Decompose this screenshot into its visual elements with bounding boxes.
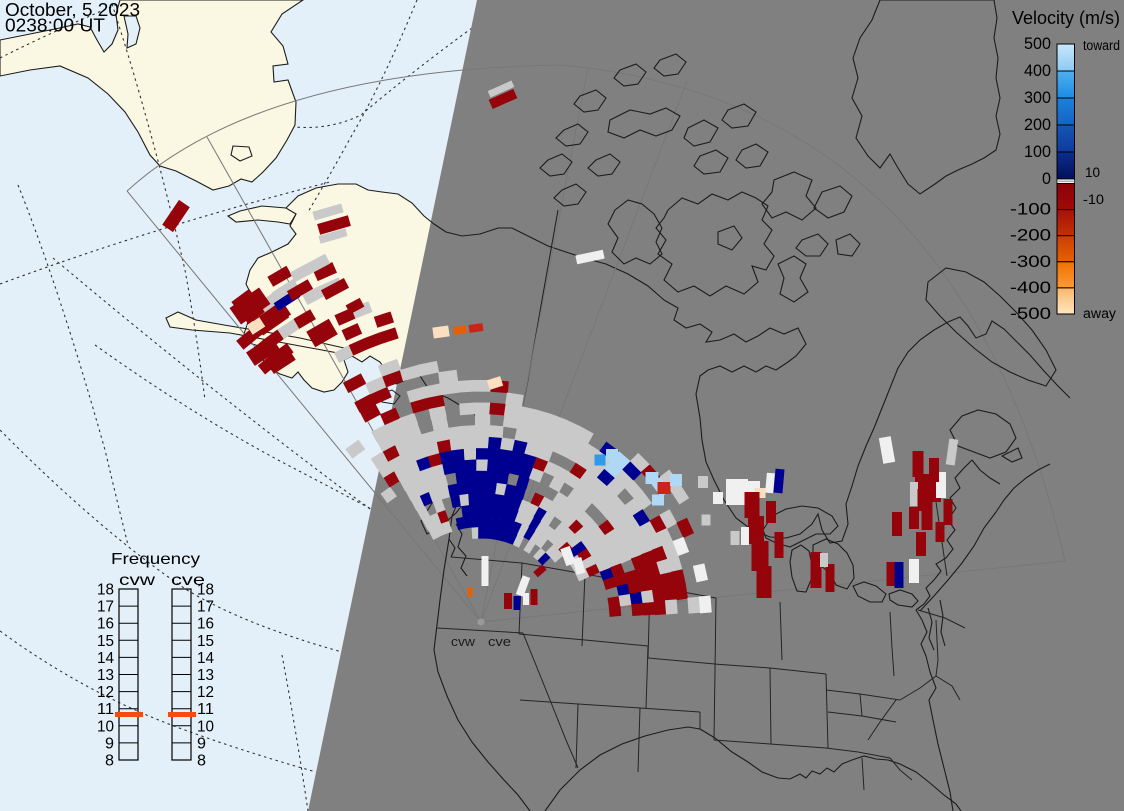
svg-text:-100: -100: [1010, 200, 1051, 219]
svg-text:cve: cve: [171, 572, 205, 589]
svg-text:10: 10: [97, 718, 114, 735]
svg-text:0238:00 UT: 0238:00 UT: [5, 16, 105, 36]
svg-text:8: 8: [105, 753, 114, 770]
svg-text:-500: -500: [1010, 304, 1051, 323]
svg-text:toward: toward: [1083, 38, 1120, 53]
svg-text:16: 16: [197, 616, 214, 633]
svg-text:11: 11: [197, 701, 214, 718]
svg-text:18: 18: [197, 582, 214, 599]
svg-text:15: 15: [197, 633, 214, 650]
svg-text:14: 14: [197, 650, 214, 667]
svg-text:17: 17: [97, 599, 114, 616]
svg-text:13: 13: [97, 667, 114, 684]
svg-text:16: 16: [97, 616, 114, 633]
svg-text:500: 500: [1024, 34, 1051, 53]
svg-text:Frequency: Frequency: [111, 551, 200, 568]
svg-text:11: 11: [97, 701, 114, 718]
svg-text:18: 18: [97, 582, 114, 599]
svg-text:10: 10: [1085, 165, 1100, 180]
svg-text:14: 14: [97, 650, 114, 667]
svg-text:10: 10: [197, 718, 214, 735]
svg-text:cvw: cvw: [451, 635, 476, 649]
svg-text:12: 12: [97, 684, 114, 701]
svg-text:October, 5 2023: October, 5 2023: [5, 0, 140, 20]
svg-text:300: 300: [1024, 88, 1051, 107]
svg-text:12: 12: [197, 684, 214, 701]
svg-text:13: 13: [197, 667, 214, 684]
svg-text:-10: -10: [1083, 192, 1104, 207]
svg-text:cve: cve: [488, 635, 511, 649]
svg-text:-400: -400: [1010, 278, 1051, 297]
svg-text:-200: -200: [1010, 226, 1051, 245]
svg-text:100: 100: [1024, 142, 1051, 161]
svg-text:200: 200: [1024, 115, 1051, 134]
svg-text:8: 8: [197, 753, 206, 770]
svg-text:-300: -300: [1010, 252, 1051, 271]
svg-text:away: away: [1083, 306, 1116, 321]
svg-text:9: 9: [197, 735, 206, 752]
svg-text:0: 0: [1042, 169, 1051, 188]
svg-text:Velocity (m/s): Velocity (m/s): [1012, 8, 1120, 28]
svg-text:cvw: cvw: [119, 572, 156, 589]
svg-text:17: 17: [197, 599, 214, 616]
svg-text:15: 15: [97, 633, 114, 650]
svg-text:400: 400: [1024, 61, 1051, 80]
svg-text:9: 9: [105, 735, 114, 752]
